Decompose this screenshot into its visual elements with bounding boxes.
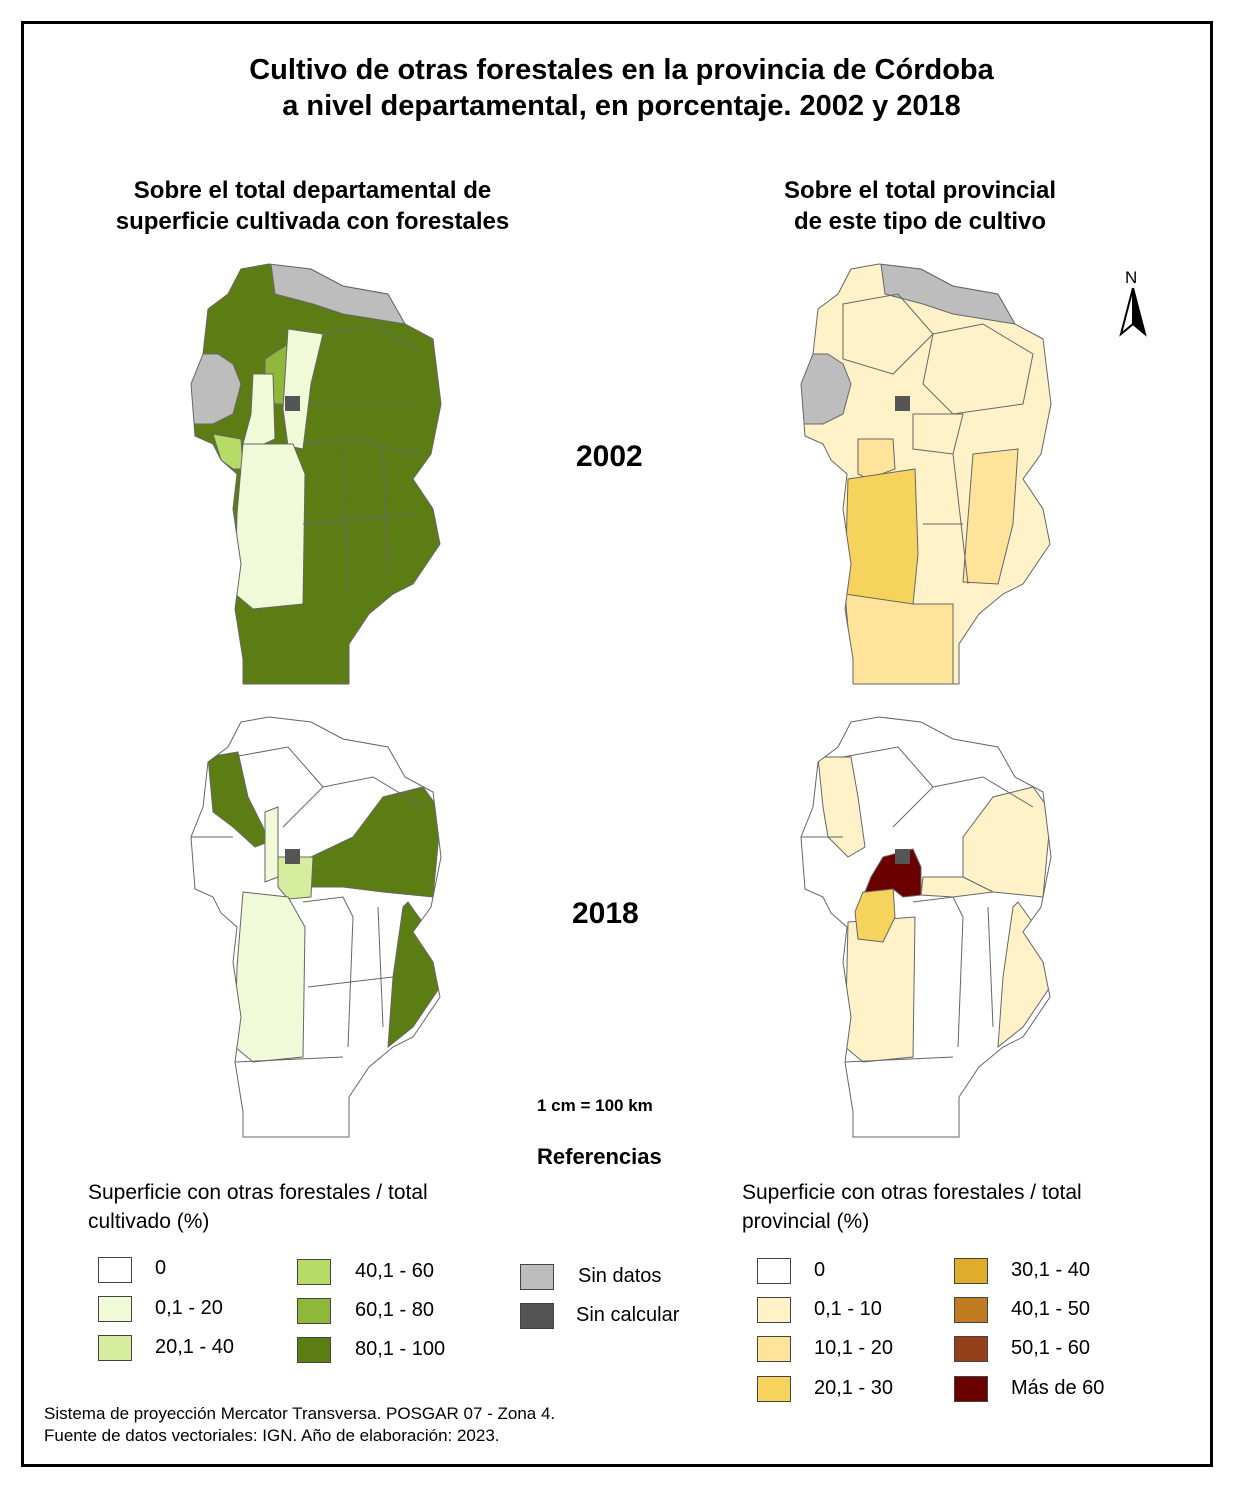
legend-swatch bbox=[757, 1297, 791, 1323]
references-title: Referencias bbox=[537, 1144, 662, 1169]
legend-label: 0 bbox=[155, 1257, 167, 1279]
legend-label: 30,1 - 40 bbox=[1011, 1259, 1090, 1281]
legend-label: 20,1 - 40 bbox=[155, 1336, 234, 1358]
map-2002-provincial bbox=[800, 263, 1052, 685]
legend-label: 10,1 - 20 bbox=[814, 1337, 893, 1359]
north-arrow-icon: N bbox=[1113, 268, 1153, 343]
legend-swatch-sin-datos bbox=[520, 1264, 554, 1290]
legend-swatch bbox=[954, 1297, 988, 1323]
year-label-2002: 2002 bbox=[576, 440, 643, 473]
legend-swatch bbox=[297, 1337, 331, 1363]
legend-swatch bbox=[757, 1258, 791, 1284]
map-2018-provincial bbox=[800, 716, 1052, 1138]
year-label-2018: 2018 bbox=[572, 897, 639, 930]
legend-right-title: Superficie con otras forestales / total … bbox=[742, 1181, 1082, 1233]
title-line-1: Cultivo de otras forestales en la provin… bbox=[249, 54, 994, 86]
legend-label: 0 bbox=[814, 1259, 826, 1281]
legend-swatch bbox=[757, 1376, 791, 1402]
right-column-heading: Sobre el total provincial de este tipo d… bbox=[783, 177, 1057, 235]
legend-swatch bbox=[297, 1298, 331, 1324]
legend-left-title: Superficie con otras forestales / total … bbox=[88, 1181, 428, 1233]
scale-label: 1 cm = 100 km bbox=[537, 1096, 653, 1115]
map-title: Cultivo de otras forestales en la provin… bbox=[0, 52, 1243, 124]
legend-label: 0,1 - 10 bbox=[814, 1298, 882, 1320]
legend-label: 40,1 - 50 bbox=[1011, 1298, 1090, 1320]
legend-swatch bbox=[954, 1336, 988, 1362]
map-2002-departmental bbox=[190, 263, 442, 685]
title-line-2: a nivel departamental, en porcentaje. 20… bbox=[282, 90, 961, 122]
legend-swatch bbox=[757, 1336, 791, 1362]
footer-note: Sistema de proyección Mercator Transvers… bbox=[44, 1404, 556, 1445]
legend-swatch bbox=[98, 1257, 132, 1283]
left-column-heading: Sobre el total departamental de superfic… bbox=[115, 177, 510, 235]
legend-swatch bbox=[954, 1376, 988, 1402]
legend-label: 20,1 - 30 bbox=[814, 1377, 893, 1399]
legend-label: 60,1 - 80 bbox=[355, 1299, 434, 1321]
legend-swatch bbox=[98, 1296, 132, 1322]
legend-label: 80,1 - 100 bbox=[355, 1338, 446, 1360]
map-frame bbox=[21, 21, 1213, 1467]
legend-label: Sin calcular bbox=[576, 1304, 680, 1326]
legend-label: 40,1 - 60 bbox=[355, 1260, 434, 1282]
legend-label: 0,1 - 20 bbox=[155, 1297, 223, 1319]
legend-swatch bbox=[297, 1259, 331, 1285]
legend-swatch-sin-calcular bbox=[520, 1303, 554, 1329]
legend-label: Más de 60 bbox=[1011, 1377, 1105, 1399]
legend-label: Sin datos bbox=[578, 1265, 662, 1287]
legend-swatch bbox=[954, 1258, 988, 1284]
legend-label: 50,1 - 60 bbox=[1011, 1337, 1090, 1359]
legend-swatch bbox=[98, 1335, 132, 1361]
map-2018-departmental bbox=[190, 716, 442, 1138]
